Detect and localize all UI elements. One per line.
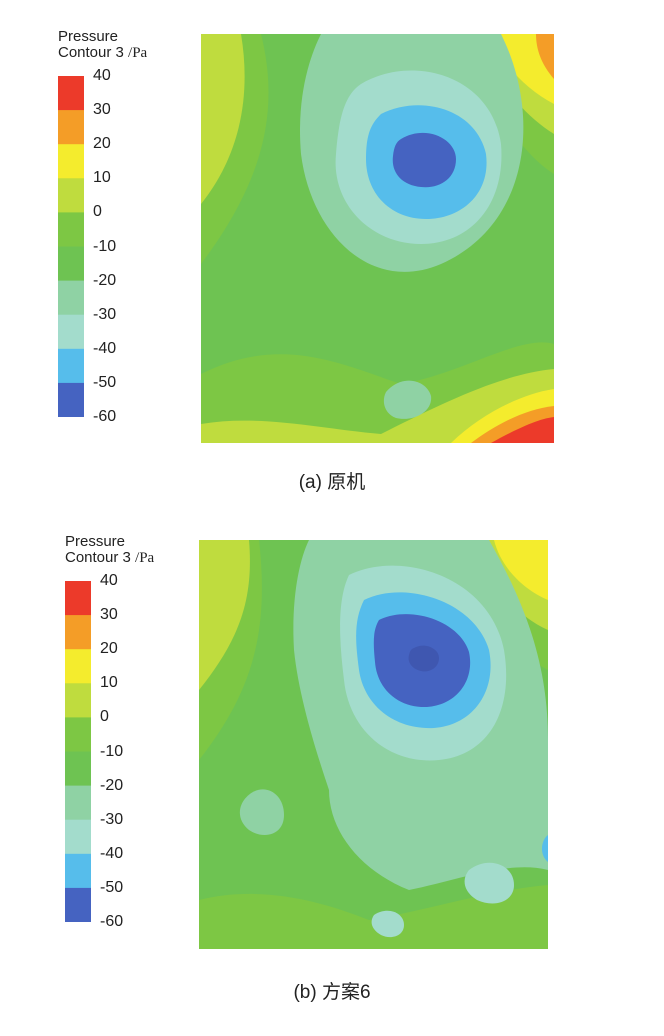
legend-title-line2: Contour 3 bbox=[65, 549, 131, 566]
pressure-contour-plot-b bbox=[199, 540, 548, 949]
colorbar-tick-label: 40 bbox=[93, 67, 111, 84]
band-40-bottom bbox=[491, 417, 554, 443]
colorbar-band bbox=[58, 314, 84, 350]
colorbar-tick-label: -10 bbox=[93, 237, 117, 255]
colorbar-tick-label: -40 bbox=[93, 339, 117, 357]
legend-title: Pressure Contour 3 /Pa bbox=[65, 533, 155, 567]
band-10-left bbox=[199, 540, 250, 690]
colorbar-tick-label: -30 bbox=[100, 810, 124, 828]
band-minus30-island bbox=[464, 862, 514, 904]
legend-unit: /Pa bbox=[128, 45, 148, 61]
legend-title: Pressure Contour 3 /Pa bbox=[58, 28, 148, 62]
band-minus20-island bbox=[383, 380, 432, 419]
colorbar-tick-label: -10 bbox=[100, 742, 124, 760]
panel-a: Pressure Contour 3 /Pa 40 30 20 10 0 -10 -20 -3… bbox=[58, 28, 554, 493]
colorbar-tick-label: -50 bbox=[100, 878, 124, 896]
band-minus20-island bbox=[239, 789, 284, 835]
colorbar-band bbox=[58, 348, 84, 384]
colorbar-tick-label: 10 bbox=[100, 674, 118, 692]
colorbar-tick-label: -20 bbox=[100, 776, 124, 794]
band-20-top bbox=[494, 540, 548, 600]
colorbar-band bbox=[58, 76, 84, 111]
legend-title-line1: Pressure bbox=[58, 28, 119, 45]
colorbar-tick-label: 20 bbox=[93, 135, 111, 153]
colorbar-band bbox=[58, 280, 84, 316]
band-minus40-edge bbox=[541, 835, 548, 862]
legend-title-line2: Contour 3 bbox=[58, 44, 124, 61]
panel-b: Pressure Contour 3 /Pa 40 30 20 10 0 -10 -20 -3… bbox=[0, 506, 664, 1024]
caption-a: (a) 原机 bbox=[298, 472, 366, 493]
colorbar-tick-label: 20 bbox=[100, 640, 118, 658]
colorbar-band bbox=[58, 178, 84, 213]
colorbar-band bbox=[65, 785, 91, 821]
colorbar-tick-label: -20 bbox=[93, 271, 117, 289]
colorbar-tick-label: 0 bbox=[93, 203, 102, 221]
legend-title-line1: Pressure bbox=[65, 533, 126, 550]
colorbar-tick-label: -50 bbox=[93, 373, 117, 391]
colorbar-tick-label: 30 bbox=[93, 101, 111, 119]
colorbar-band bbox=[65, 683, 91, 718]
colorbar-band bbox=[65, 751, 91, 787]
colorbar-tick-label: 0 bbox=[100, 708, 109, 726]
colorbar-band bbox=[58, 144, 84, 179]
colorbar-tick-label: -30 bbox=[93, 305, 117, 323]
pressure-contour-plot-a bbox=[201, 34, 554, 443]
colorbar-tick-label: 40 bbox=[100, 572, 118, 589]
colorbar-band bbox=[65, 717, 91, 752]
colorbar-tick-label: -60 bbox=[93, 408, 117, 425]
colorbar bbox=[65, 581, 91, 922]
band-0-bottom bbox=[199, 885, 548, 949]
band-minus60 bbox=[392, 132, 456, 188]
colorbar-band bbox=[65, 853, 91, 889]
band-10-left bbox=[201, 34, 245, 204]
colorbar-tick-label: -60 bbox=[100, 913, 124, 930]
colorbar-band bbox=[65, 649, 91, 684]
band-30-top bbox=[536, 34, 554, 79]
colorbar-band bbox=[58, 382, 84, 417]
band-10-bottom bbox=[201, 369, 554, 443]
colorbar-band bbox=[65, 819, 91, 855]
colorbar-tick-label: 30 bbox=[100, 606, 118, 624]
legend-unit: /Pa bbox=[135, 550, 155, 566]
band-minus60 bbox=[408, 645, 439, 672]
colorbar bbox=[58, 76, 84, 417]
colorbar-tick-label: -40 bbox=[100, 844, 124, 862]
colorbar-band bbox=[58, 212, 84, 247]
colorbar-band bbox=[65, 615, 91, 650]
colorbar-tick-label: 10 bbox=[93, 169, 111, 187]
band-minus30-island2 bbox=[371, 910, 404, 938]
colorbar-band bbox=[65, 887, 91, 922]
colorbar-band bbox=[58, 246, 84, 282]
colorbar-band bbox=[58, 110, 84, 145]
colorbar-band bbox=[65, 581, 91, 616]
caption-b: (b) 方案6 bbox=[293, 982, 371, 1003]
